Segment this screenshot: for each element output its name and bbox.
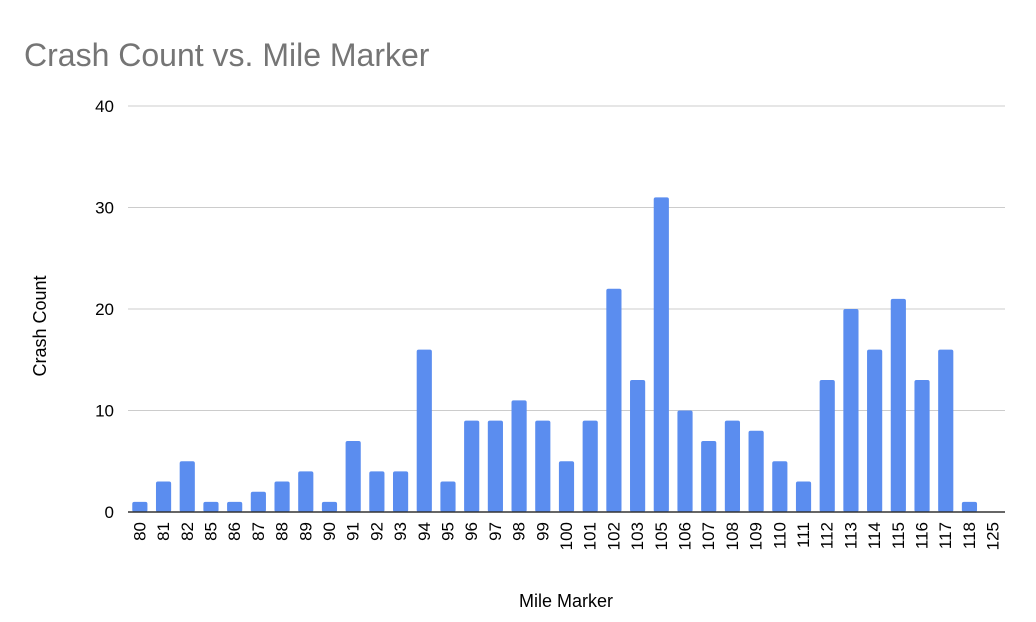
bar — [440, 481, 456, 512]
bar — [298, 471, 314, 512]
bar — [464, 420, 480, 512]
x-tick-label: 97 — [486, 522, 505, 541]
bar — [250, 491, 266, 512]
x-tick-label: 91 — [344, 522, 363, 541]
x-tick-label: 87 — [249, 522, 268, 541]
bar — [653, 197, 669, 512]
y-tick-label: 10 — [95, 402, 114, 421]
bar — [392, 471, 409, 512]
bar — [677, 410, 693, 512]
x-tick-label: 95 — [438, 522, 457, 541]
bar — [582, 420, 598, 512]
x-tick-label: 117 — [936, 522, 955, 549]
x-tick-label: 101 — [581, 522, 600, 550]
y-tick-label: 0 — [105, 503, 114, 522]
x-tick-label: 86 — [225, 522, 244, 541]
bar — [155, 481, 172, 512]
bar — [748, 430, 764, 512]
x-tick-label: 116 — [913, 522, 932, 549]
x-tick-label: 89 — [296, 522, 315, 541]
x-tick-label: 125 — [984, 522, 1003, 550]
bars — [132, 197, 978, 512]
x-tick-label: 106 — [676, 522, 695, 550]
x-tick-label: 111 — [794, 522, 813, 548]
x-tick-label: 92 — [367, 522, 386, 541]
x-tick-label: 118 — [960, 522, 979, 549]
x-tick-label: 98 — [510, 522, 529, 541]
chart-title: Crash Count vs. Mile Marker — [24, 37, 430, 73]
bar — [606, 288, 622, 512]
bar — [772, 461, 788, 512]
x-tick-label: 99 — [533, 522, 552, 541]
bar — [416, 349, 432, 512]
bar — [867, 349, 883, 512]
bar — [701, 440, 717, 512]
x-axis-title: Mile Marker — [519, 591, 613, 611]
bar — [535, 420, 551, 512]
x-tick-label: 112 — [818, 522, 837, 549]
x-axis-ticks: 80 81 82 85 86 87 88 89 90 91 92 93 94 95 96 97 98 99 100 1… — [130, 522, 1002, 550]
x-tick-label: 94 — [415, 522, 434, 541]
x-tick-label: 110 — [770, 522, 789, 549]
gridlines — [128, 105, 1005, 411]
x-tick-label: 93 — [391, 522, 410, 541]
x-tick-label: 103 — [628, 522, 647, 550]
x-tick-label: 102 — [604, 522, 623, 550]
bar — [819, 380, 835, 512]
x-tick-label: 90 — [320, 522, 339, 541]
bar — [179, 461, 195, 512]
bar — [511, 400, 527, 512]
x-tick-label: 105 — [652, 522, 671, 550]
bar — [345, 440, 361, 512]
bar — [203, 501, 219, 512]
bar — [369, 471, 385, 512]
x-tick-label: 114 — [865, 522, 884, 549]
x-tick-label: 85 — [201, 522, 220, 541]
x-tick-label: 107 — [699, 522, 718, 550]
bar — [227, 501, 243, 512]
bar — [890, 298, 906, 512]
x-tick-label: 81 — [154, 522, 173, 541]
x-tick-label: 96 — [462, 522, 481, 541]
x-tick-label: 100 — [557, 522, 576, 550]
bar — [914, 380, 930, 512]
y-tick-label: 40 — [95, 97, 114, 116]
y-axis-ticks: 0 10 20 30 40 — [95, 97, 114, 522]
bar — [558, 461, 575, 512]
bar — [630, 380, 646, 512]
x-tick-label: 82 — [178, 522, 197, 541]
x-tick-label: 115 — [889, 522, 908, 549]
bar — [795, 481, 812, 512]
bar — [321, 501, 338, 512]
bar — [487, 420, 503, 512]
x-tick-label: 113 — [841, 522, 860, 549]
bar — [843, 309, 859, 512]
x-tick-label: 88 — [273, 522, 292, 541]
x-tick-label: 109 — [747, 522, 766, 550]
bar — [724, 420, 741, 512]
bar — [132, 501, 148, 512]
x-tick-label: 80 — [130, 522, 149, 541]
x-tick-label: 108 — [723, 522, 742, 550]
bar — [938, 349, 954, 512]
bar — [961, 501, 978, 512]
y-tick-label: 30 — [95, 199, 114, 218]
bar — [274, 481, 290, 512]
y-axis-title: Crash Count — [30, 275, 50, 376]
y-tick-label: 20 — [95, 300, 114, 319]
